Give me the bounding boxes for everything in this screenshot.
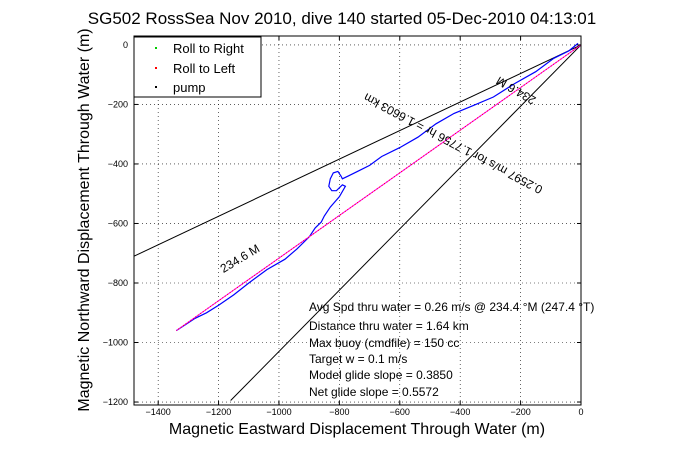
ticks: −1400 −1200 −1000 −800 −600 −400 −200 0 0 −200 −40…	[103, 36, 584, 417]
stat-avg-speed: Avg Spd thru water = 0.26 m/s @ 234.4 °M…	[309, 300, 594, 314]
x-tick-label: −1000	[266, 407, 291, 417]
x-tick-label: −400	[450, 407, 470, 417]
stat-target-w: Target w = 0.1 m/s	[309, 352, 407, 366]
x-tick-label: −600	[390, 407, 410, 417]
reference-line	[230, 44, 581, 401]
x-tick-label: 0	[578, 407, 583, 417]
y-axis-label: Magnetic Northward Displacement Through …	[76, 28, 93, 411]
legend: Roll to Right Roll to Left pump	[133, 36, 262, 98]
series-line-1	[176, 44, 581, 332]
stat-max-buoy: Max buoy (cmdfile) = 150 cc	[309, 336, 459, 350]
series-line-0	[175, 42, 579, 332]
x-tick-label: −200	[510, 407, 530, 417]
legend-label-roll-right: Roll to Right	[173, 41, 244, 56]
stats-block: Avg Spd thru water = 0.26 m/s @ 234.4 °M…	[309, 300, 594, 399]
stat-distance: Distance thru water = 1.64 km	[309, 319, 469, 333]
legend-marker-roll-right	[155, 47, 157, 49]
y-tick-label: −1200	[103, 397, 128, 407]
legend-marker-roll-left	[155, 67, 157, 69]
stat-model-glide-slope: Model glide slope = 0.3850	[309, 368, 453, 382]
x-tick-label: −1400	[146, 407, 171, 417]
y-tick-label: −200	[108, 99, 128, 109]
y-tick-label: −800	[108, 278, 128, 288]
plot-frame	[133, 35, 582, 406]
reference-lines	[134, 44, 581, 401]
chart-title: SG502 RossSea Nov 2010, dive 140 started…	[88, 9, 596, 28]
x-tick-label: −800	[329, 407, 349, 417]
y-tick-label: 0	[123, 40, 128, 50]
reference-line	[134, 44, 581, 257]
x-tick-label: −1200	[206, 407, 231, 417]
legend-label-pump: pump	[173, 80, 206, 95]
y-tick-label: −1000	[103, 338, 128, 348]
stat-net-glide-slope: Net glide slope = 0.5572	[309, 385, 439, 399]
x-axis-label: Magnetic Eastward Displacement Through W…	[169, 421, 545, 438]
series-layer	[175, 42, 581, 332]
legend-marker-pump	[155, 86, 157, 88]
legend-label-roll-left: Roll to Left	[173, 61, 236, 76]
y-tick-label: −600	[108, 218, 128, 228]
y-tick-label: −400	[108, 159, 128, 169]
